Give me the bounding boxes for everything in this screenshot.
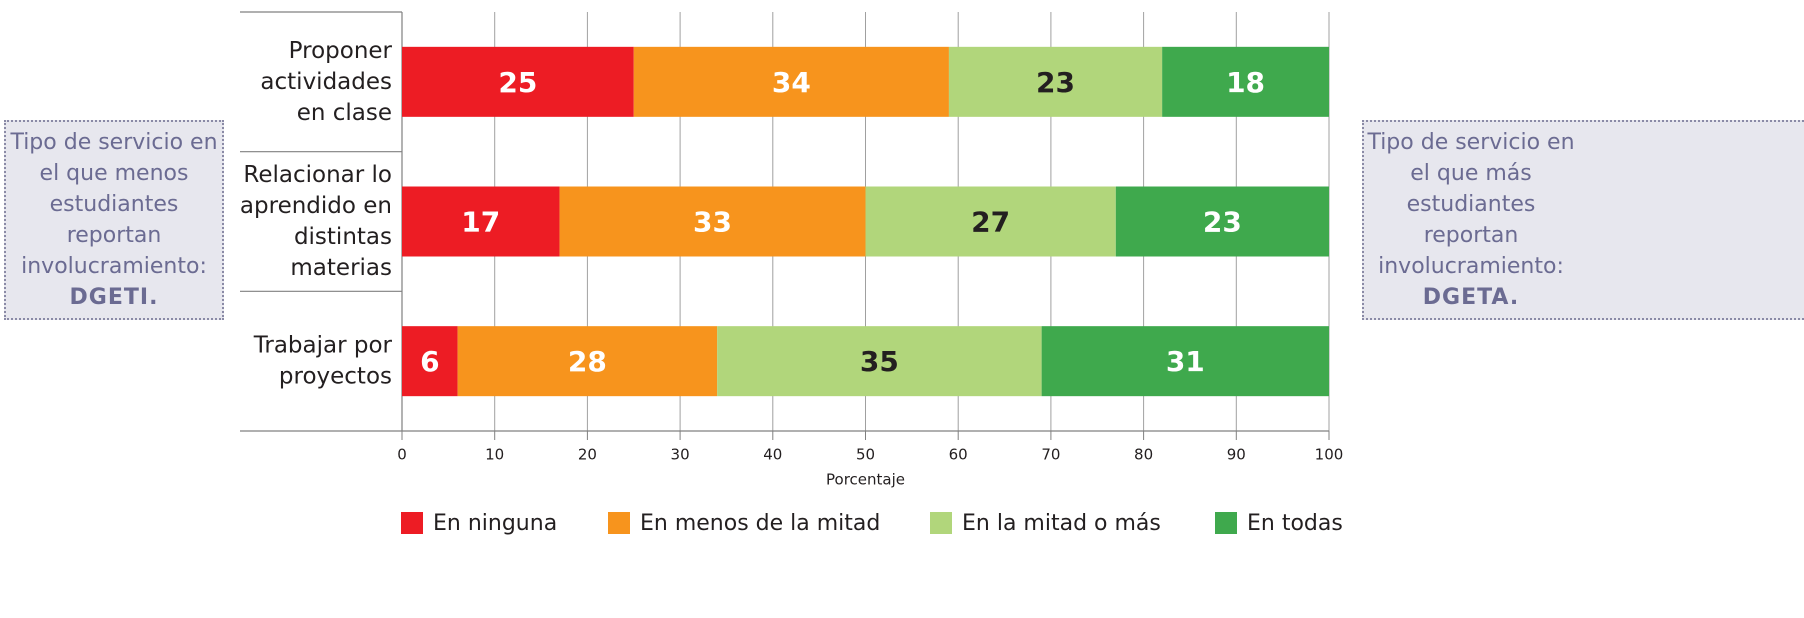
- bar-segment: [633, 46, 949, 117]
- annotation-bold: DGETI.: [69, 285, 159, 310]
- bar-segment: [948, 46, 1163, 117]
- x-tick-label: 0: [397, 446, 407, 464]
- bar-segment: [402, 186, 560, 257]
- x-tick-label: 30: [671, 446, 690, 464]
- annotation-box: Tipo de servicio en el que menos estudia…: [4, 120, 224, 320]
- bar-segment: [717, 326, 1042, 397]
- data-label: 25: [498, 66, 537, 99]
- data-label: 18: [1226, 66, 1265, 99]
- bar-segment: [1041, 326, 1329, 397]
- legend-swatch: [608, 512, 630, 534]
- x-tick-label: 40: [763, 446, 782, 464]
- data-label: 17: [461, 206, 500, 239]
- bar-segment: [1115, 186, 1329, 257]
- data-label: 23: [1036, 66, 1075, 99]
- legend-label: En todas: [1247, 511, 1343, 536]
- legend-label: En menos de la mitad: [640, 511, 880, 536]
- x-tick-label: 90: [1227, 446, 1246, 464]
- x-tick-label: 50: [856, 446, 875, 464]
- data-label: 31: [1166, 345, 1205, 378]
- legend-swatch: [1215, 512, 1237, 534]
- x-axis-label: Porcentaje: [826, 471, 905, 489]
- annotation-bold: DGETA.: [1422, 285, 1520, 310]
- legend-label: En la mitad o más: [962, 511, 1161, 536]
- x-tick-label: 10: [485, 446, 504, 464]
- annotation-text: Tipo de servicio en el que menos estudia…: [10, 130, 218, 279]
- y-tick-label: Proponer actividades en clase: [260, 37, 392, 125]
- y-tick-label: Relacionar lo aprendido en distintas materi…: [240, 162, 392, 281]
- x-tick-label: 60: [949, 446, 968, 464]
- data-label: 27: [971, 206, 1010, 239]
- data-label: 35: [860, 345, 899, 378]
- x-tick-label: 20: [578, 446, 597, 464]
- bar-segment: [457, 326, 718, 397]
- legend-label: En ninguna: [433, 511, 557, 536]
- legend-swatch: [401, 512, 423, 534]
- y-tick-label: Trabajar por proyectos: [253, 332, 393, 389]
- bar-segment: [402, 46, 634, 117]
- bar-segment: [402, 326, 458, 397]
- x-tick-label: 100: [1315, 446, 1344, 464]
- annotation: Tipo de servicio en el que más estudiant…: [1364, 127, 1578, 313]
- bar-segment: [1162, 46, 1329, 117]
- bar-segment: [559, 186, 866, 257]
- x-tick-label: 70: [1041, 446, 1060, 464]
- data-label: 6: [420, 345, 439, 378]
- x-tick-label: 80: [1134, 446, 1153, 464]
- data-label: 33: [693, 206, 732, 239]
- data-label: 28: [568, 345, 607, 378]
- data-label: 34: [772, 66, 811, 99]
- bar-segment: [865, 186, 1116, 257]
- annotation-text: Tipo de servicio en el que más estudiant…: [1367, 130, 1575, 279]
- annotation-box: Tipo de servicio en el que más estudiant…: [1362, 120, 1804, 320]
- annotation: Tipo de servicio en el que menos estudia…: [6, 127, 222, 313]
- data-label: 23: [1203, 206, 1242, 239]
- legend-swatch: [930, 512, 952, 534]
